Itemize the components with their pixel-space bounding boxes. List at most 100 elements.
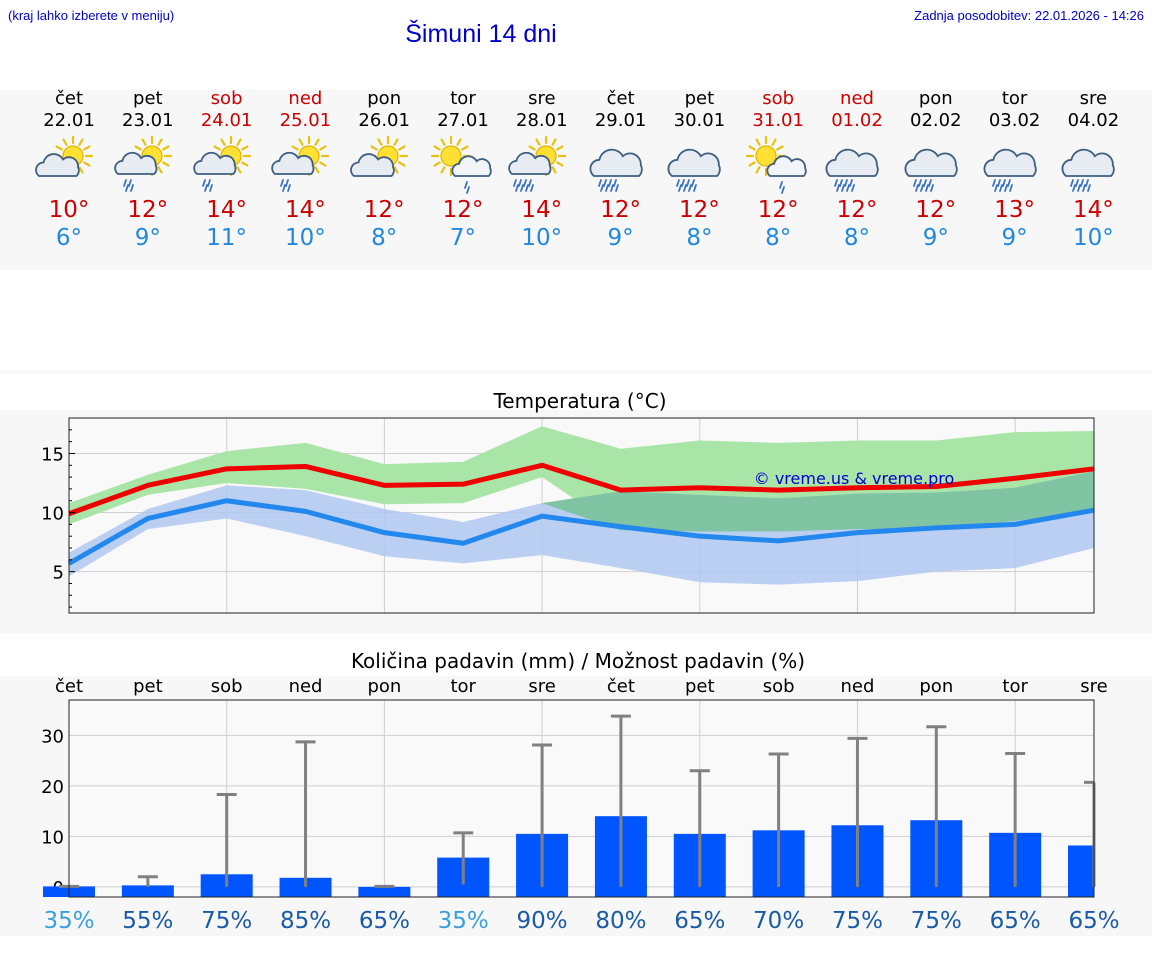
min-temperature: 9° xyxy=(134,225,161,251)
day-column: čet 22.01 10° 6° xyxy=(29,88,109,252)
min-temperature: 8° xyxy=(686,225,713,251)
x-day-label: pon xyxy=(919,676,953,697)
precip-probability: 65% xyxy=(674,908,725,934)
y-tick-label: 5 xyxy=(53,563,64,584)
cloud-rain-icon xyxy=(581,132,661,196)
min-temperature: 8° xyxy=(765,225,792,251)
day-name: čet xyxy=(54,88,84,109)
precip-bar xyxy=(358,886,411,897)
precip-probability: 35% xyxy=(43,908,94,934)
min-temperature: 10° xyxy=(1073,225,1114,251)
day-column: sre 04.02 14° 10° xyxy=(1053,88,1133,252)
precip-bar xyxy=(279,877,332,897)
sun-cloud-heavy-rain-icon xyxy=(502,132,582,196)
day-column: pon 26.01 12° 8° xyxy=(344,88,424,252)
max-temperature: 12° xyxy=(600,197,641,223)
last-updated: Zadnja posodobitev: 22.01.2026 - 14:26 xyxy=(914,8,1144,23)
daily-forecast: čet 22.01 10° 6° pet 23.01 12° 9° sob 24.01 14° 11°… xyxy=(0,88,1152,251)
x-day-label: tor xyxy=(450,676,476,697)
y-tick-label: 10 xyxy=(41,504,64,525)
temperature-chart-title: Temperatura (°C) xyxy=(492,389,666,413)
day-date: 26.01 xyxy=(358,110,410,131)
day-column: pon 02.02 12° 9° xyxy=(896,88,976,252)
partly-cloudy-sun-icon xyxy=(29,132,109,196)
day-name: čet xyxy=(606,88,635,109)
x-day-label: čet xyxy=(55,676,83,697)
x-day-label: ned xyxy=(841,676,875,697)
day-column: čet 29.01 12° 9° xyxy=(581,88,661,252)
day-column: tor 27.01 12° 7° xyxy=(423,88,503,252)
precipitation-chart: Količina padavin (mm) / Možnost padavin … xyxy=(41,649,1119,934)
sun-cloud-light-rain-icon xyxy=(423,132,503,196)
cloud-rain-icon xyxy=(896,132,976,196)
max-temperature: 14° xyxy=(1073,197,1114,223)
page-title: Šimuni 14 dni xyxy=(405,20,557,48)
precip-probability: 65% xyxy=(359,908,410,934)
precip-probability: 55% xyxy=(122,908,173,934)
temperature-chart: Temperatura (°C) 5 10 15 © vreme.us & vreme.… xyxy=(41,389,1095,614)
day-date: 01.02 xyxy=(831,110,883,131)
max-temperature: 14° xyxy=(521,197,563,223)
watermark: © vreme.us & vreme.pro xyxy=(754,469,955,488)
max-temperature: 13° xyxy=(994,197,1035,223)
day-column: sob 31.01 12° 8° xyxy=(738,88,818,252)
min-temperature: 7° xyxy=(449,225,477,251)
day-name: ned xyxy=(288,88,323,109)
x-day-label: pet xyxy=(685,676,715,697)
precip-probability: 35% xyxy=(438,908,489,934)
cloud-rain-icon xyxy=(659,132,739,196)
min-temperature: 10° xyxy=(285,225,326,251)
day-column: pet 30.01 12° 8° xyxy=(659,88,739,252)
precip-probability: 65% xyxy=(1068,908,1119,934)
precip-probability: 75% xyxy=(911,908,962,934)
min-temperature: 10° xyxy=(521,225,563,251)
y-tick-label: 30 xyxy=(41,726,64,747)
day-date: 25.01 xyxy=(279,110,332,131)
x-day-label: sre xyxy=(1080,676,1107,697)
x-day-label: sob xyxy=(763,676,795,697)
precip-probability: 65% xyxy=(990,908,1041,934)
min-temperature: 9° xyxy=(922,225,949,251)
max-temperature: 12° xyxy=(442,197,484,223)
precip-bar xyxy=(121,885,174,897)
sun-cloud-rain-icon xyxy=(187,132,267,196)
cloud-rain-icon xyxy=(1053,132,1133,196)
x-day-label: sob xyxy=(211,676,243,697)
min-temperature: 8° xyxy=(843,225,871,251)
max-temperature: 12° xyxy=(679,197,720,223)
plot-frame xyxy=(68,699,1095,898)
x-day-label: čet xyxy=(607,676,635,697)
day-date: 03.02 xyxy=(988,110,1041,131)
day-column: ned 01.02 12° 8° xyxy=(817,88,897,252)
sun-cloud-rain-icon xyxy=(108,132,188,196)
max-temperature: 12° xyxy=(127,197,169,223)
precip-probability: 80% xyxy=(595,908,646,934)
location-hint: (kraj lahko izberete v meniju) xyxy=(8,8,175,23)
cloud-rain-icon xyxy=(975,132,1055,196)
day-date: 02.02 xyxy=(910,110,962,131)
sun-cloud-rain-icon xyxy=(265,132,345,196)
x-day-label: tor xyxy=(1002,676,1028,697)
x-day-label: sre xyxy=(528,676,555,697)
day-column: ned 25.01 14° 10° xyxy=(265,88,345,252)
day-column: sob 24.01 14° 11° xyxy=(187,88,267,252)
band-overlap xyxy=(69,471,1094,553)
day-name: sre xyxy=(1079,88,1108,109)
min-temperature: 8° xyxy=(371,225,398,251)
day-name: pet xyxy=(684,88,715,109)
cloud-rain-icon xyxy=(817,132,897,196)
x-day-label: pet xyxy=(133,676,163,697)
sun-cloud-light-rain-icon xyxy=(738,132,818,196)
max-temperature: 12° xyxy=(915,197,957,223)
day-date: 28.01 xyxy=(516,110,568,131)
day-date: 24.01 xyxy=(200,110,253,131)
day-name: sre xyxy=(528,88,556,109)
day-date: 23.01 xyxy=(122,110,174,131)
day-name: sob xyxy=(762,88,795,109)
precip-probability: 90% xyxy=(517,908,568,934)
day-date: 04.02 xyxy=(1067,110,1120,131)
precip-probability: 70% xyxy=(753,908,804,934)
forecast-band xyxy=(0,90,1152,270)
min-temperature-line xyxy=(67,498,1095,566)
max-temperature: 10° xyxy=(48,197,90,223)
